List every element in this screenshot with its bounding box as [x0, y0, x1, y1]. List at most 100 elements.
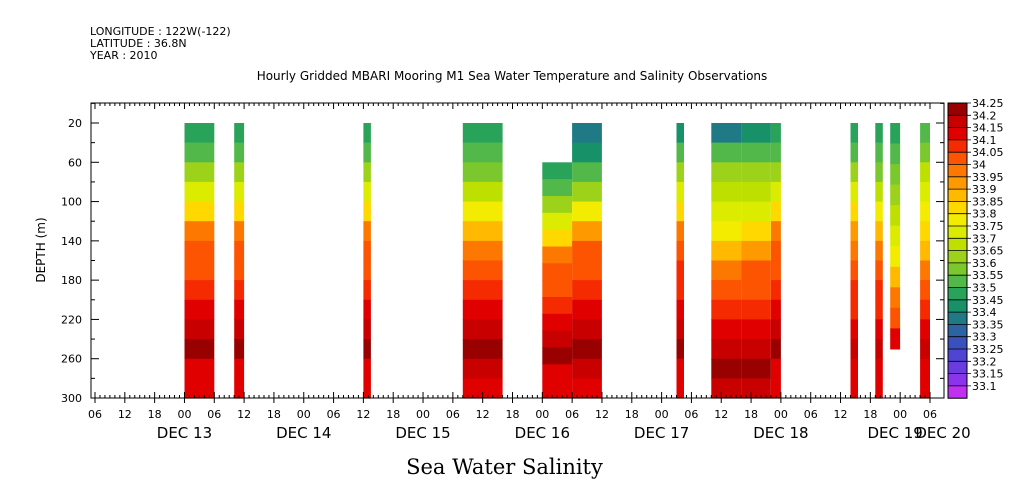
y-tick-label: 20 — [68, 117, 82, 130]
salinity-cell — [676, 123, 684, 144]
x-tick-label: 00 — [535, 408, 549, 421]
x-day-label: DEC 19 — [867, 424, 922, 442]
salinity-cell — [184, 162, 215, 183]
salinity-cell — [920, 260, 930, 281]
salinity-cell — [850, 299, 858, 320]
colorbar-label: 34.2 — [972, 109, 997, 122]
longitude-label: LONGITUDE : 122W(-122) — [90, 25, 231, 38]
latitude-label: LATITUDE : 36.8N — [90, 37, 187, 50]
salinity-cell — [184, 240, 215, 262]
colorbar-swatch — [948, 349, 967, 362]
colorbar-label: 33.3 — [972, 331, 997, 344]
x-tick-label: 18 — [148, 408, 162, 421]
x-tick-label: 12 — [237, 408, 251, 421]
colorbar-swatch — [948, 262, 967, 276]
plot-frame — [90, 102, 945, 399]
salinity-cell — [234, 319, 245, 340]
colorbar-swatch — [948, 139, 967, 153]
salinity-cell — [234, 378, 245, 399]
chart-title: Hourly Gridded MBARI Mooring M1 Sea Wate… — [257, 69, 768, 83]
salinity-cell — [711, 181, 742, 203]
salinity-cell — [363, 358, 371, 379]
salinity-cell — [850, 221, 858, 242]
salinity-cell — [711, 358, 742, 379]
salinity-cell — [890, 143, 901, 165]
salinity-cell — [363, 240, 371, 262]
salinity-cell — [920, 378, 930, 399]
x-tick-label: 06 — [804, 408, 818, 421]
x-tick-label: 06 — [684, 408, 698, 421]
salinity-cell — [676, 319, 684, 340]
salinity-cell — [234, 280, 245, 301]
x-tick-label: 06 — [327, 408, 341, 421]
salinity-cell — [676, 358, 684, 379]
salinity-cell — [741, 221, 771, 242]
salinity-cell — [184, 123, 215, 144]
salinity-cell — [890, 266, 901, 288]
salinity-cell — [771, 181, 781, 203]
x-tick-label: 06 — [88, 408, 102, 421]
salinity-cell — [711, 142, 742, 163]
salinity-cell — [234, 221, 245, 242]
salinity-cell — [741, 358, 771, 379]
colorbar-swatch — [948, 312, 967, 325]
salinity-cell — [363, 162, 371, 183]
salinity-cell — [184, 260, 215, 281]
salinity-cell — [711, 123, 742, 144]
salinity-cell — [572, 280, 602, 301]
salinity-cell — [572, 299, 602, 320]
colorbar-label: 33.65 — [972, 245, 1004, 258]
salinity-cell — [875, 123, 883, 144]
salinity-cell — [711, 260, 742, 281]
salinity-cell — [920, 299, 930, 320]
salinity-cell — [920, 280, 930, 301]
salinity-cell — [184, 339, 215, 360]
salinity-cell — [741, 181, 771, 203]
salinity-cell — [875, 221, 883, 242]
salinity-cell — [676, 280, 684, 301]
x-tick-label: 06 — [923, 408, 937, 421]
colorbar-label: 33.85 — [972, 195, 1004, 208]
salinity-cell — [462, 221, 503, 242]
salinity-cell — [676, 221, 684, 242]
salinity-cell — [572, 260, 602, 281]
salinity-cell — [572, 240, 602, 262]
colorbar-swatch — [948, 152, 967, 165]
colorbar-swatch — [948, 324, 967, 338]
salinity-cell — [462, 319, 503, 340]
salinity-cell — [462, 260, 503, 281]
salinity-cell — [771, 201, 781, 222]
salinity-cell — [711, 339, 742, 360]
salinity-cell — [542, 364, 573, 382]
salinity-cell — [234, 123, 245, 144]
y-tick-label: 140 — [61, 235, 82, 248]
salinity-cell — [184, 319, 215, 340]
colorbar-swatch — [948, 299, 967, 313]
salinity-cell — [850, 142, 858, 163]
salinity-cell — [890, 184, 901, 206]
salinity-cell — [572, 221, 602, 242]
x-tick-label: 18 — [744, 408, 758, 421]
colorbar-label: 33.55 — [972, 269, 1004, 282]
salinity-cell — [184, 201, 215, 222]
y-tick-label: 100 — [61, 196, 82, 209]
salinity-cell — [850, 260, 858, 281]
salinity-cell — [850, 358, 858, 379]
colorbar-swatch — [948, 238, 967, 251]
x-tick-label: 18 — [506, 408, 520, 421]
salinity-cell — [771, 339, 781, 360]
x-tick-label: 00 — [177, 408, 191, 421]
salinity-cell — [920, 181, 930, 203]
colorbar-label: 33.95 — [972, 171, 1004, 184]
salinity-cell — [875, 280, 883, 301]
salinity-cell — [711, 378, 742, 399]
salinity-cell — [741, 319, 771, 340]
colorbar-swatch — [948, 385, 967, 399]
salinity-cell — [741, 123, 771, 144]
salinity-cell — [771, 123, 781, 144]
salinity-cell — [850, 319, 858, 340]
salinity-cell — [711, 299, 742, 320]
salinity-cell — [920, 240, 930, 262]
salinity-cell — [542, 330, 573, 349]
salinity-cell — [890, 225, 901, 247]
